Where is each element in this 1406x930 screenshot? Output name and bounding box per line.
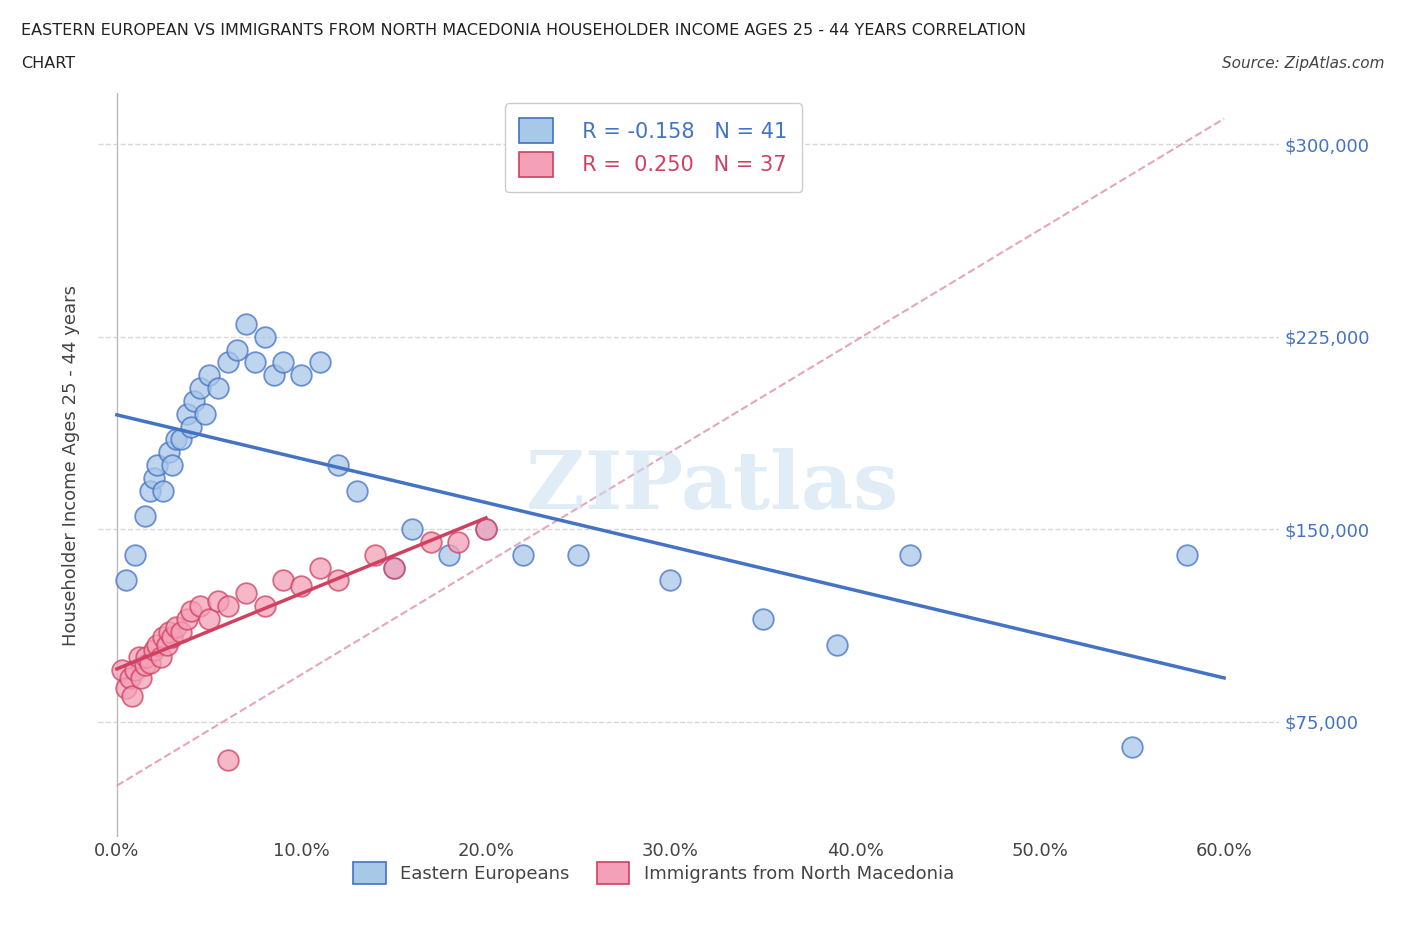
Point xyxy=(567,548,589,563)
Point xyxy=(328,573,350,588)
Point xyxy=(512,548,534,563)
Point xyxy=(146,458,169,472)
Point xyxy=(382,560,405,575)
Point xyxy=(142,471,165,485)
Point xyxy=(309,560,332,575)
Point xyxy=(176,612,198,627)
Point xyxy=(152,484,174,498)
Point xyxy=(309,355,332,370)
Point xyxy=(475,522,498,537)
Point xyxy=(825,637,848,652)
Point xyxy=(118,671,141,685)
Point xyxy=(290,367,312,382)
Point xyxy=(139,484,162,498)
Point xyxy=(165,619,187,634)
Text: CHART: CHART xyxy=(21,56,75,71)
Point xyxy=(124,663,146,678)
Point xyxy=(235,316,257,331)
Point xyxy=(235,586,257,601)
Point xyxy=(263,367,285,382)
Point xyxy=(183,393,205,408)
Point xyxy=(115,681,138,696)
Point xyxy=(188,380,211,395)
Point xyxy=(198,367,221,382)
Point xyxy=(290,578,312,593)
Point xyxy=(170,432,193,446)
Point xyxy=(253,599,276,614)
Point xyxy=(157,445,180,459)
Point xyxy=(401,522,423,537)
Point xyxy=(271,355,294,370)
Point xyxy=(217,752,239,767)
Point xyxy=(150,650,173,665)
Point xyxy=(162,458,183,472)
Point xyxy=(328,458,350,472)
Point xyxy=(121,688,143,703)
Point xyxy=(176,406,198,421)
Point xyxy=(135,650,157,665)
Point xyxy=(157,624,180,639)
Point xyxy=(346,484,368,498)
Point xyxy=(437,548,460,563)
Point xyxy=(1121,739,1143,754)
Point xyxy=(198,612,221,627)
Point xyxy=(751,612,773,627)
Point xyxy=(900,548,922,563)
Point xyxy=(180,419,202,434)
Point xyxy=(217,355,239,370)
Point xyxy=(152,630,174,644)
Point xyxy=(156,637,179,652)
Point xyxy=(382,560,405,575)
Point xyxy=(180,604,202,618)
Legend: Eastern Europeans, Immigrants from North Macedonia: Eastern Europeans, Immigrants from North… xyxy=(339,848,969,898)
Point xyxy=(188,599,211,614)
Point xyxy=(245,355,267,370)
Point xyxy=(1175,548,1198,563)
Point xyxy=(170,624,193,639)
Point xyxy=(364,548,387,563)
Point xyxy=(207,593,229,608)
Text: EASTERN EUROPEAN VS IMMIGRANTS FROM NORTH MACEDONIA HOUSEHOLDER INCOME AGES 25 -: EASTERN EUROPEAN VS IMMIGRANTS FROM NORT… xyxy=(21,23,1026,38)
Point xyxy=(128,650,150,665)
Point xyxy=(207,380,229,395)
Point xyxy=(194,406,217,421)
Point xyxy=(115,573,138,588)
Point xyxy=(146,637,169,652)
Point xyxy=(475,522,498,537)
Point xyxy=(271,573,294,588)
Point xyxy=(253,329,276,344)
Point xyxy=(447,535,470,550)
Point xyxy=(139,655,162,670)
Point xyxy=(111,663,134,678)
Point xyxy=(134,509,156,524)
Point xyxy=(134,658,156,672)
Point xyxy=(165,432,187,446)
Point xyxy=(129,671,152,685)
Point xyxy=(659,573,682,588)
Point xyxy=(225,342,247,357)
Point xyxy=(124,548,146,563)
Text: ZIPatlas: ZIPatlas xyxy=(526,448,898,526)
Point xyxy=(142,643,165,658)
Y-axis label: Householder Income Ages 25 - 44 years: Householder Income Ages 25 - 44 years xyxy=(62,285,80,645)
Text: Source: ZipAtlas.com: Source: ZipAtlas.com xyxy=(1222,56,1385,71)
Point xyxy=(419,535,441,550)
Point xyxy=(162,630,183,644)
Point xyxy=(217,599,239,614)
